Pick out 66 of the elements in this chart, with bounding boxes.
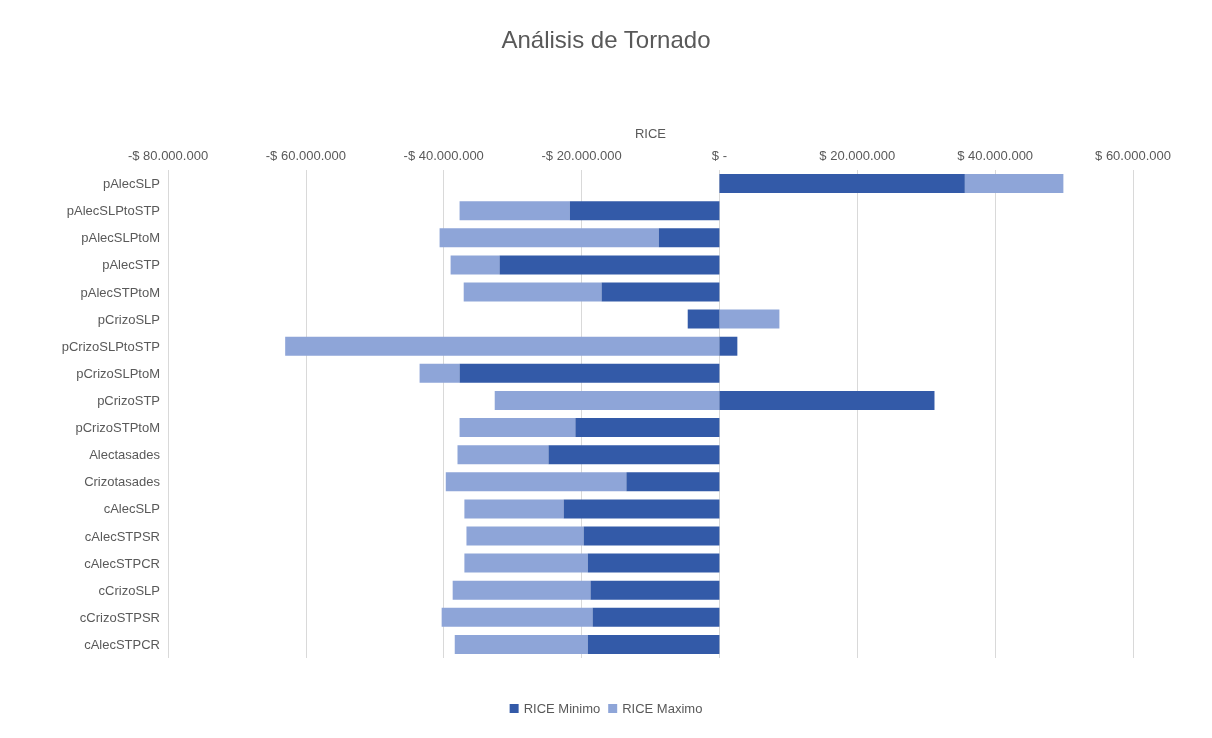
bar (587, 553, 720, 573)
bar (590, 580, 720, 600)
bar (658, 228, 720, 248)
y-tick-label: cAlecSTPCR (84, 555, 160, 571)
legend-label: RICE Maximo (622, 701, 703, 716)
y-tick-label: pCrizoSTPtoM (75, 420, 160, 436)
bar (575, 418, 720, 438)
chart-title: Análisis de Tornado (501, 25, 711, 53)
legend-label: RICE Minimo (523, 701, 601, 716)
bar (626, 472, 720, 492)
x-tick-label: $ - (711, 148, 728, 163)
bar (719, 174, 965, 194)
y-tick-label: cAlecSTPSR (84, 528, 160, 544)
y-tick-label: pAlecSLPtoM (81, 230, 160, 246)
bar (459, 201, 570, 221)
y-tick-label: cCrizoSLP (98, 582, 160, 598)
bar (459, 418, 576, 438)
bar (719, 336, 738, 356)
bar (592, 607, 720, 627)
x-tick-label: -$ 40.000.000 (403, 148, 484, 163)
y-tick-label: cCrizoSTPSR (79, 609, 160, 625)
bar (441, 607, 593, 627)
bar (494, 390, 720, 410)
bar (563, 499, 720, 519)
bar (419, 363, 460, 383)
x-axis-title: RICE (634, 126, 667, 141)
y-tick-label: pCrizoSTP (97, 392, 160, 408)
x-tick-label: $ 60.000.000 (1095, 148, 1171, 163)
y-tick-label: pAlecSLP (102, 176, 160, 192)
bar (463, 282, 602, 302)
bar (466, 526, 584, 546)
x-tick-label: -$ 20.000.000 (541, 148, 622, 163)
bar (719, 390, 935, 410)
y-tick-label: pAlecSTP (102, 257, 160, 273)
y-tick-label: cAlecSLP (103, 501, 160, 517)
y-tick-label: pAlecSTPtoM (80, 284, 160, 300)
bar (285, 336, 720, 356)
y-tick-label: Alectasades (89, 447, 161, 463)
bar (548, 445, 720, 465)
bar (464, 499, 564, 519)
bar (499, 255, 720, 275)
bar (452, 580, 591, 600)
bar (687, 309, 720, 329)
bar (457, 445, 549, 465)
x-tick-label: -$ 60.000.000 (265, 148, 346, 163)
bar (464, 553, 588, 573)
y-tick-label: pCrizoSLPtoSTP (61, 338, 160, 354)
bar (439, 228, 659, 248)
bar (587, 634, 720, 654)
bar (450, 255, 500, 275)
bar (964, 174, 1064, 194)
bar (601, 282, 720, 302)
y-tick-label: Crizotasades (84, 474, 161, 490)
y-tick-label: pAlecSLPtoSTP (66, 203, 160, 219)
bar (454, 634, 588, 654)
bar (583, 526, 720, 546)
x-tick-label: $ 20.000.000 (819, 148, 896, 163)
x-tick-label: -$ 80.000.000 (127, 148, 209, 163)
bar (445, 472, 627, 492)
y-tick-label: pCrizoSLPtoM (76, 365, 160, 381)
y-tick-label: pCrizoSLP (97, 311, 160, 327)
bar (719, 309, 780, 329)
y-tick-label: cAlecSTPCR (84, 636, 160, 652)
bar (459, 363, 720, 383)
bar (569, 201, 720, 221)
x-tick-label: $ 40.000.000 (957, 148, 1034, 163)
